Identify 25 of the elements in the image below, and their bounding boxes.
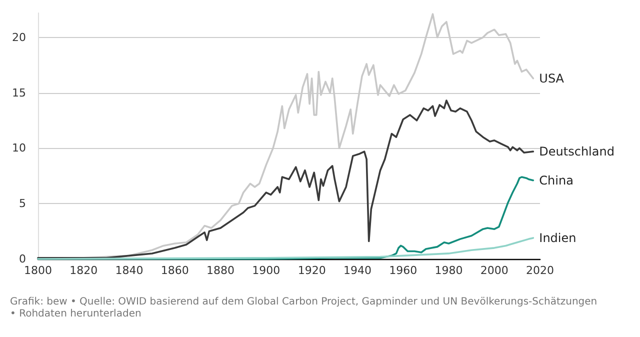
y-tick-label: 5 xyxy=(19,197,26,210)
y-tick-label: 20 xyxy=(12,30,26,44)
series-label: China xyxy=(539,173,574,188)
x-tick-label: 1880 xyxy=(206,264,235,277)
y-tick-label: 0 xyxy=(19,252,26,266)
series-label: Indien xyxy=(539,230,576,245)
series-label: USA xyxy=(539,71,565,86)
x-tick-label: 2000 xyxy=(480,264,508,277)
x-tick-label: 1980 xyxy=(434,264,463,277)
x-tick-label: 1820 xyxy=(70,264,98,277)
line-series xyxy=(37,100,534,259)
x-tick-label: 1960 xyxy=(389,264,418,277)
y-tick-label: 10 xyxy=(12,142,26,155)
x-tick-label: 1860 xyxy=(160,264,189,277)
x-tick-label: 1800 xyxy=(24,264,52,277)
y-tick-label: 15 xyxy=(12,86,26,100)
line-series xyxy=(37,237,534,260)
x-tick-label: 2020 xyxy=(526,264,554,277)
x-tick-label: 1900 xyxy=(252,264,280,277)
text: • Rohdaten herunterladen xyxy=(10,308,142,320)
x-tick-label: 1840 xyxy=(115,264,144,277)
x-tick-label: 1920 xyxy=(298,264,326,277)
x-tick-label: 1940 xyxy=(343,264,372,277)
series-label: Deutschland xyxy=(539,144,614,159)
text: Grafik: bew • Quelle: OWID basierend auf dem Global Carbon Project, Gapminder und UN Bevölkerungs-Schätzungen xyxy=(10,296,598,308)
